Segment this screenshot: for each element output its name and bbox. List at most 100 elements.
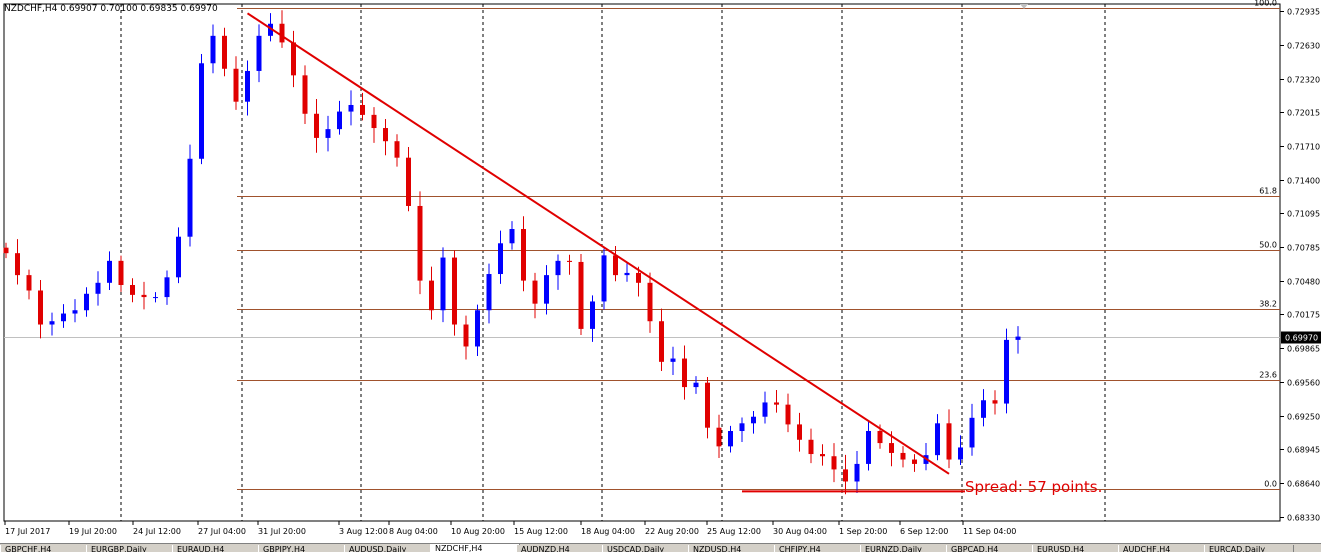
candle-body: [245, 70, 250, 102]
candle-body: [935, 423, 940, 456]
candle-body: [946, 423, 952, 460]
candle-body: [233, 68, 239, 102]
candle-body: [72, 310, 78, 314]
fib-level-label: 23.6: [1259, 371, 1277, 380]
candle-body: [785, 404, 791, 425]
candle-body: [751, 416, 756, 424]
price-axis-label: 0.69250: [1287, 413, 1320, 422]
candle-body: [176, 236, 181, 278]
candle-body: [958, 447, 963, 460]
time-axis-label: 19 Jul 20:00: [69, 527, 117, 536]
shift-marker-icon: [1020, 4, 1028, 9]
candle-body: [590, 301, 595, 329]
time-axis-label: 25 Aug 12:00: [707, 527, 761, 536]
candle-body: [912, 459, 917, 464]
candle-body: [49, 321, 55, 325]
candle-body: [544, 275, 549, 304]
fib-level-label: 38.2: [1259, 300, 1277, 309]
candle-body: [774, 402, 779, 405]
candle-body: [38, 290, 43, 325]
candle-body: [325, 129, 331, 138]
price-axis-label: 0.69560: [1287, 379, 1320, 388]
candle-body: [670, 358, 676, 362]
candle-body: [452, 257, 457, 325]
candle-body: [1004, 339, 1009, 404]
candle-body: [613, 255, 618, 276]
candle-body: [981, 400, 986, 418]
candle-body: [95, 282, 101, 294]
candle-body: [164, 277, 170, 298]
time-axis-label: 18 Aug 04:00: [581, 527, 635, 536]
candle-body: [647, 282, 653, 322]
candle-body: [84, 293, 89, 311]
candle-body: [15, 253, 20, 276]
time-axis-label: 11 Sep 04:00: [963, 527, 1016, 536]
candle-body: [659, 321, 664, 362]
candle-body: [992, 400, 998, 404]
price-axis-label: 0.72015: [1287, 109, 1320, 118]
time-axis-label: 24 Jul 12:00: [133, 527, 181, 536]
time-axis-label: 3 Aug 12:00: [339, 527, 388, 536]
candle-body: [61, 313, 66, 322]
candle-body: [486, 274, 492, 311]
candle-body: [877, 430, 883, 444]
candle-body: [693, 382, 699, 388]
time-axis-label: 27 Jul 04:00: [198, 527, 246, 536]
candle-body: [705, 382, 710, 428]
candle-body: [210, 35, 216, 64]
candle-body: [118, 260, 124, 286]
price-axis-label: 0.68330: [1287, 514, 1320, 523]
candle-body: [440, 257, 446, 311]
price-axis-label: 0.70785: [1287, 244, 1320, 253]
spread-annotation: Spread: 57 points.: [965, 478, 1102, 496]
candle-body: [889, 443, 894, 453]
price-axis-label: 0.72320: [1287, 76, 1320, 85]
chart-tabs-bar: GBPCHF,H4 EURGBP,Daily EURAUD,H4 GBPJPY,H4 A…: [0, 543, 1321, 552]
price-axis-label: 0.71400: [1287, 177, 1320, 186]
candle-body: [406, 157, 411, 206]
price-axis-label: 0.70480: [1287, 278, 1320, 287]
time-axis-label: 30 Aug 04:00: [773, 527, 827, 536]
price-axis-label: 0.70175: [1287, 311, 1320, 320]
candle-body: [716, 427, 722, 447]
candle-body: [26, 275, 32, 291]
candle-body: [141, 294, 147, 298]
candle-body: [739, 423, 745, 431]
candle-body: [153, 297, 158, 299]
candle-body: [831, 456, 837, 470]
chart-tab[interactable]: EURCAD,Daily: [1204, 545, 1294, 552]
candle-body: [348, 104, 354, 112]
candle-body: [636, 272, 641, 283]
price-axis-label: 0.68945: [1287, 446, 1320, 455]
candle-body: [314, 113, 319, 138]
candle-body: [624, 272, 630, 276]
candle-body: [900, 452, 906, 460]
price-axis-label: 0.72935: [1287, 8, 1320, 17]
candle-body: [521, 229, 526, 281]
candle-body: [509, 229, 515, 244]
fib-level-label: 50.0: [1259, 241, 1277, 250]
candle-body: [969, 417, 975, 448]
time-axis-label: 8 Aug 04:00: [389, 527, 438, 536]
price-axis-label: 0.69865: [1287, 345, 1320, 354]
candle-body: [187, 158, 193, 237]
candle-body: [107, 260, 112, 283]
time-axis-label: 15 Aug 12:00: [514, 527, 568, 536]
candle-body: [555, 260, 561, 276]
candle-body: [1015, 336, 1021, 340]
candle-body: [498, 243, 503, 275]
fib-level-label: 61.8: [1259, 187, 1277, 196]
candle-body: [199, 63, 204, 159]
candle-body: [383, 128, 388, 142]
time-axis-label: 6 Sep 12:00: [900, 527, 948, 536]
time-axis-label: 17 Jul 2017: [5, 527, 50, 536]
candle-body: [532, 280, 538, 304]
candle-body: [360, 104, 365, 115]
candle-body: [222, 35, 227, 69]
candle-body: [279, 23, 285, 43]
candle-body: [463, 324, 469, 347]
fib-level-label: 100.0: [1254, 0, 1277, 8]
candle-body: [268, 23, 273, 36]
